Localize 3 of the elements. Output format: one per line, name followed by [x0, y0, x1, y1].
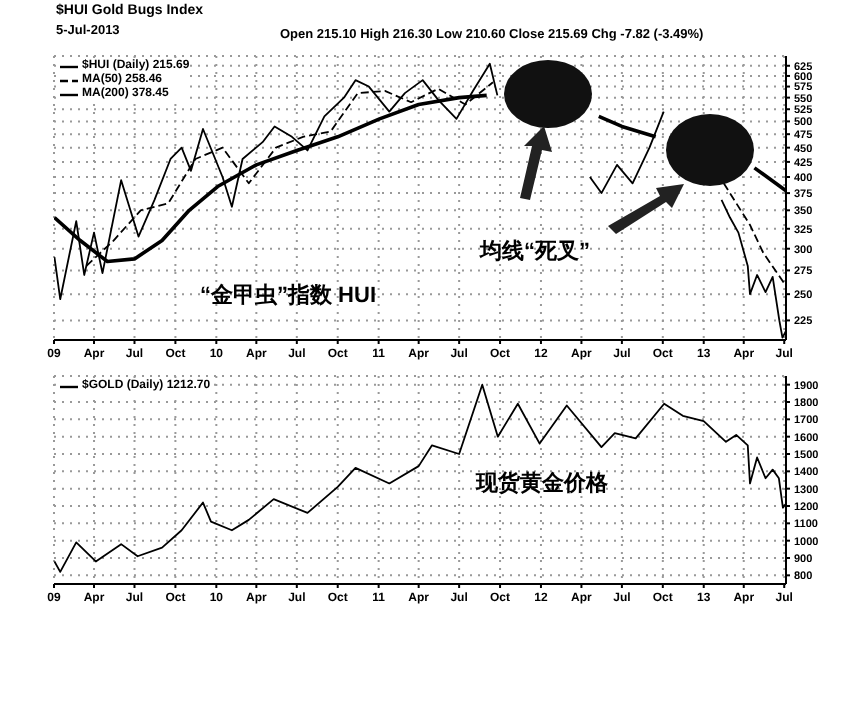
annotation: “金甲虫”指数 HUI [200, 281, 376, 310]
annotation: 均线“死叉” [480, 237, 590, 266]
annotation: 现货黄金价格 [476, 469, 608, 498]
